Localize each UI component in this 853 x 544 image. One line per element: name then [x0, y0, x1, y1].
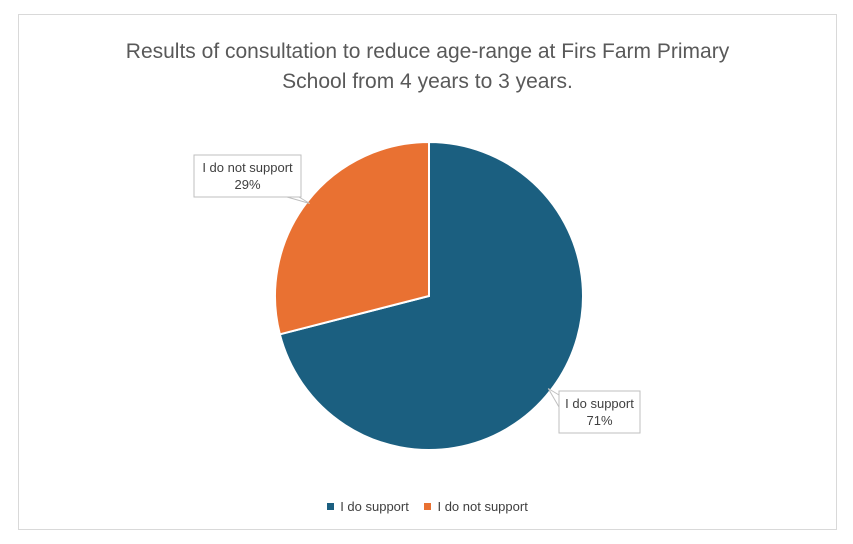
chart-title-line-2: School from 4 years to 3 years.	[282, 70, 573, 93]
data-label-pointer-0	[547, 388, 560, 408]
data-label-percent-0: 71%	[586, 413, 612, 428]
data-label-box-0	[558, 390, 641, 434]
data-label-pointer-1	[286, 196, 311, 204]
legend-item-not-support: I do not support	[424, 499, 528, 514]
legend-swatch-not-support	[424, 503, 432, 511]
chart-title: Results of consultation to reduce age-ra…	[19, 37, 836, 97]
data-label-0: I do support 71%	[547, 388, 641, 434]
data-label-percent-1: 29%	[234, 177, 260, 192]
legend: I do support I do not support	[19, 499, 836, 514]
chart-title-line-1: Results of consultation to reduce age-ra…	[125, 40, 730, 63]
data-label-1: I do not support 29%	[193, 154, 311, 204]
legend-label-support: I do support	[340, 499, 409, 514]
pie-chart: I do support 71% I do not support 29%	[193, 140, 641, 451]
chart-area: Results of consultation to reduce age-ra…	[18, 14, 837, 530]
legend-swatch-support	[327, 503, 335, 511]
legend-item-support: I do support	[327, 499, 409, 514]
data-label-box-1	[193, 154, 302, 198]
data-label-category-1: I do not support	[202, 160, 293, 175]
data-label-category-0: I do support	[565, 396, 634, 411]
legend-label-not-support: I do not support	[437, 499, 528, 514]
